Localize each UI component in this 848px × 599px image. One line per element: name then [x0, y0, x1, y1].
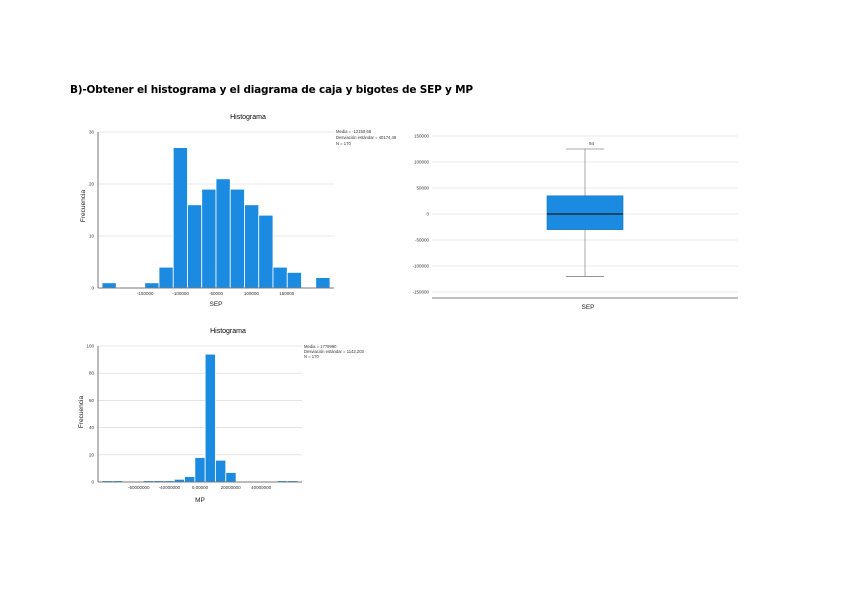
boxplot-sep-ytick-label: 100000: [414, 160, 430, 165]
histogram-sep-stat-n: N = 170: [336, 141, 351, 146]
boxplot-sep-xlabel: SEP: [581, 304, 594, 311]
histogram-sep-bar: [244, 204, 260, 289]
histogram-sep-bar: [315, 277, 331, 289]
histogram-sep-xtick-label: -150000: [137, 291, 154, 296]
boxplot-sep-chart: -150000 -100000 -50000 0 50000 100000 150000 9…: [412, 134, 738, 311]
boxplot-sep-ytick-label: 50000: [416, 186, 429, 191]
histogram-mp-ytick-label: 60: [89, 398, 95, 403]
histogram-sep-ytick-label: 0: [91, 286, 94, 291]
boxplot-sep-ytick-label: 150000: [414, 134, 430, 139]
histogram-sep-ylabel: Frecuencia: [80, 190, 87, 223]
histogram-sep-bar: [215, 178, 231, 289]
histogram-sep-bar: [187, 204, 203, 289]
histogram-mp-bar: [173, 478, 185, 483]
histogram-sep-ytick-label: 10: [89, 234, 95, 239]
histogram-sep-xlabel: SEP: [209, 301, 222, 308]
histogram-sep-xtick-label: -100000: [172, 291, 189, 296]
page-heading: B)-Obtener el histograma y el diagrama d…: [70, 84, 473, 96]
boxplot-sep-outlier-label: 94: [589, 141, 595, 146]
histogram-sep-bar: [272, 266, 288, 289]
histogram-mp-ytick-label: 40: [89, 425, 95, 430]
histogram-mp-stat-mean: Media = 1779990: [304, 344, 337, 349]
histogram-mp-xtick-label: -60000000: [128, 485, 150, 490]
boxplot-sep-ytick-label: 0: [426, 212, 429, 217]
histogram-sep-bar: [172, 147, 188, 289]
histogram-sep-bar: [258, 214, 274, 289]
histogram-mp-bar: [225, 472, 237, 483]
histogram-mp-xtick-label: -40000000: [159, 485, 181, 490]
histogram-mp-bar: [184, 476, 196, 483]
histogram-mp-xtick-label: 20000000: [221, 485, 242, 490]
histogram-sep-bar: [201, 188, 217, 289]
histogram-sep-ytick-label: 20: [89, 182, 95, 187]
histogram-mp-bar: [194, 457, 206, 483]
histogram-sep-chart: Histograma 0 10 20 30 -150000 -100000 -50000 1…: [80, 114, 397, 308]
histogram-sep-bar: [286, 271, 302, 289]
histogram-sep-xtick-label: 150000: [279, 291, 295, 296]
boxplot-sep-ytick-label: -150000: [412, 290, 429, 295]
histogram-mp-stat-sd: Desviación estándar = 1143,203: [304, 349, 365, 354]
histogram-mp-stats: Media = 1779990 Desviación estándar = 11…: [304, 344, 365, 359]
boxplot-sep-ytick-label: -100000: [412, 264, 429, 269]
boxplot-sep-ytick-label: -50000: [415, 238, 430, 243]
histogram-sep-bar: [229, 188, 245, 289]
histogram-mp-ylabel: Frecuencia: [78, 396, 85, 429]
histogram-sep-bar: [101, 282, 117, 289]
histogram-mp-ytick-label: 0: [91, 480, 94, 485]
histogram-mp-xlabel: MP: [195, 497, 205, 504]
histogram-mp-xtick-label: 40000000: [251, 485, 272, 490]
histogram-sep-xtick-label: 100000: [244, 291, 260, 296]
histogram-sep-bar: [158, 266, 174, 289]
histogram-mp-bar: [204, 353, 216, 483]
histogram-mp-bar: [215, 459, 227, 483]
histogram-mp-ytick-label: 80: [89, 371, 95, 376]
histogram-sep-bar: [144, 282, 160, 289]
histogram-sep-ytick-label: 30: [89, 130, 95, 135]
histogram-mp-chart: Histograma 0 20 40 60 80 100 -60000000 -400000…: [78, 328, 365, 504]
histogram-sep-stat-sd: Desviación estándar = 40174,49: [336, 135, 397, 140]
histogram-sep-stats: Media = -12150,68 Desviación estándar = …: [336, 129, 397, 146]
histogram-mp-title: Histograma: [210, 328, 246, 335]
boxplot-sep-box: [546, 195, 624, 230]
histogram-mp-ytick-label: 100: [86, 344, 94, 349]
histogram-mp-stat-n: N = 170: [304, 354, 319, 359]
histogram-mp-xtick-label: 0,00000: [192, 485, 209, 490]
histogram-sep-xtick-label: -50000: [209, 291, 224, 296]
histogram-sep-title: Histograma: [230, 114, 266, 121]
histogram-sep-stat-mean: Media = -12150,68: [336, 129, 372, 134]
histogram-mp-ytick-label: 20: [89, 452, 95, 457]
